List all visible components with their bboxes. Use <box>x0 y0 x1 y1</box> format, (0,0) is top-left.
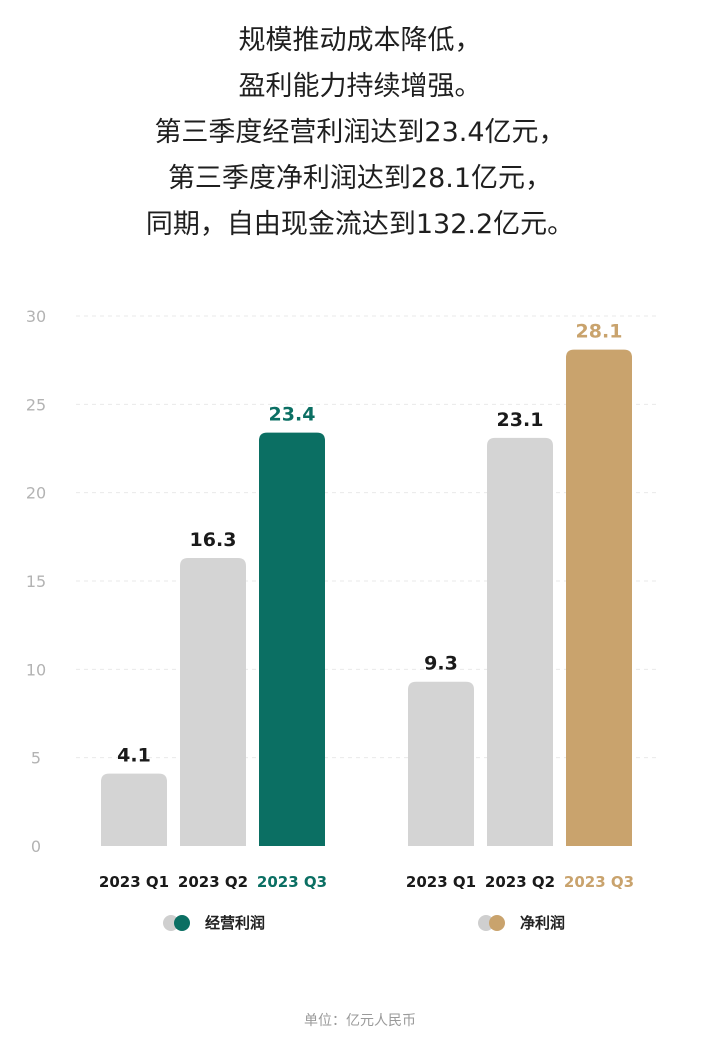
legend-net-profit: 净利润 <box>478 912 565 933</box>
y-tick-label: 30 <box>26 307 46 326</box>
headline-line-2: 盈利能力持续增强。 <box>238 71 482 102</box>
bar-chart: 0 5 10 15 20 25 30 4.1 2023 Q1 16.3 2023 Q2 23.4 202… <box>26 307 660 891</box>
y-tick-label: 25 <box>26 395 46 414</box>
x-tick-label: 2023 Q1 <box>406 873 476 891</box>
bar <box>487 437 553 846</box>
y-tick-label: 5 <box>31 749 41 768</box>
bar-value-label: 28.1 <box>576 321 623 343</box>
y-tick-label: 15 <box>26 572 46 591</box>
bar-value-label: 23.1 <box>497 409 544 431</box>
headline-line-5: 同期，自由现金流达到132.2亿元。 <box>145 209 575 240</box>
y-tick-label: 0 <box>31 837 41 856</box>
bar <box>408 681 474 846</box>
bar-value-label: 16.3 <box>190 529 237 551</box>
y-tick-label: 10 <box>26 660 46 679</box>
bar <box>259 432 325 846</box>
x-tick-label: 2023 Q3 <box>257 873 327 891</box>
bar <box>101 773 167 846</box>
headline-line-3: 第三季度经营利润达到23.4亿元， <box>154 117 566 148</box>
x-tick-label: 2023 Q3 <box>564 873 634 891</box>
x-tick-label: 2023 Q2 <box>485 873 555 891</box>
bar <box>180 558 246 846</box>
bar-value-label: 23.4 <box>269 404 316 426</box>
x-tick-label: 2023 Q1 <box>99 873 169 891</box>
headline-line-1: 规模推动成本降低， <box>238 25 482 56</box>
legend-net-profit-label: 净利润 <box>520 914 566 932</box>
bar <box>566 349 632 846</box>
x-tick-label: 2023 Q2 <box>178 873 248 891</box>
bar-value-label: 4.1 <box>117 745 151 767</box>
unit-footnote: 单位：亿元人民币 <box>304 1013 416 1029</box>
y-tick-label: 20 <box>26 484 46 503</box>
legend-operating-profit: 经营利润 <box>163 912 265 933</box>
headline: 规模推动成本降低， 盈利能力持续增强。 第三季度经营利润达到23.4亿元， 第三… <box>0 18 720 248</box>
legend-net-profit-marker <box>478 913 510 933</box>
legend-operating-profit-marker <box>163 913 195 933</box>
legend-operating-profit-label: 经营利润 <box>205 914 266 932</box>
bar-value-label: 9.3 <box>424 653 458 675</box>
headline-line-4: 第三季度净利润达到28.1亿元， <box>167 163 553 194</box>
